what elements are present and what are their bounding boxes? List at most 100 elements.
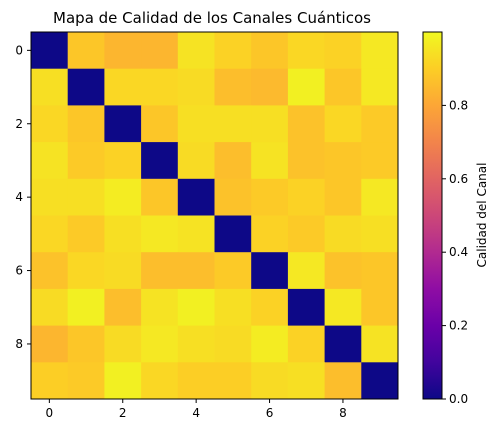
heatmap-cell [177,32,215,70]
heatmap-cell [141,252,179,290]
colorbar-tick-label: 0.2 [449,319,468,333]
heatmap-cell [324,325,362,363]
heatmap-cell [324,252,362,290]
heatmap-cell [324,32,362,70]
x-tick-label: 0 [46,406,54,420]
colorbar [423,32,442,399]
heatmap-cell [287,362,325,400]
heatmap-cell [67,142,105,180]
heatmap-cell [214,215,252,253]
heatmap-cell [67,252,105,290]
y-tick-label: 2 [15,117,23,131]
x-tick-label: 4 [192,406,200,420]
heatmap-cell [31,362,69,400]
heatmap-cell [214,325,252,363]
heatmap-cell [251,105,289,143]
heatmap-cell [361,32,399,70]
heatmap-cell [31,105,69,143]
heatmap-cell [67,32,105,70]
heatmap-cell [251,288,289,326]
heatmap-cell [361,68,399,106]
heatmap-cell [141,68,179,106]
heatmap-cells [31,32,399,400]
heatmap-cell [287,68,325,106]
heatmap-cell [141,178,179,216]
chart-title: Mapa de Calidad de los Canales Cuánticos [53,9,371,27]
heatmap-cell [177,325,215,363]
colorbar-tick-label: 0.6 [449,172,468,186]
heatmap-cell [104,178,142,216]
heatmap-cell [251,32,289,70]
colorbar-ticks: 0.0 0.2 0.4 0.6 0.8 [442,98,468,406]
x-tick-label: 2 [119,406,127,420]
x-tick-label: 6 [266,406,274,420]
heatmap-cell [287,178,325,216]
heatmap-cell [324,105,362,143]
plot-frame [30,31,399,400]
heatmap-cell [251,325,289,363]
heatmap-cell [324,142,362,180]
heatmap-cell [141,325,179,363]
heatmap-cell [67,178,105,216]
heatmap-cell [141,142,179,180]
heatmap-cell [177,178,215,216]
heatmap-cell [177,68,215,106]
heatmap-cell [104,215,142,253]
heatmap-cell [177,362,215,400]
heatmap-cell [177,142,215,180]
heatmap-cell [324,288,362,326]
heatmap-cell [141,215,179,253]
heatmap-cell [251,68,289,106]
heatmap-cell [251,252,289,290]
heatmap-cell [31,288,69,326]
heatmap-cell [214,178,252,216]
heatmap-cell [31,215,69,253]
heatmap-cell [31,325,69,363]
heatmap-cell [214,288,252,326]
x-axis-ticks: 0 2 4 6 8 [46,399,347,420]
heatmap-cell [67,325,105,363]
x-tick-label: 8 [339,406,347,420]
y-tick-label: 6 [15,264,23,278]
heatmap-cell [287,215,325,253]
y-tick-label: 8 [15,337,23,351]
heatmap-cell [177,288,215,326]
heatmap-cell [324,362,362,400]
heatmap-cell [67,215,105,253]
heatmap-cell [287,252,325,290]
heatmap-cell [287,32,325,70]
heatmap-cell [287,288,325,326]
heatmap-cell [31,68,69,106]
heatmap-cell [177,215,215,253]
heatmap-cell [361,105,399,143]
heatmap-cell [141,105,179,143]
heatmap-cell [287,325,325,363]
heatmap-cell [177,105,215,143]
heatmap-cell [251,178,289,216]
heatmap-cell [361,252,399,290]
heatmap-cell [104,252,142,290]
colorbar-label: Calidad del Canal [475,163,489,268]
heatmap-cell [141,288,179,326]
y-axis-ticks: 0 2 4 6 8 [15,43,31,351]
heatmap-cell [31,178,69,216]
heatmap-cell [361,288,399,326]
colorbar-frame [422,31,443,400]
y-tick-label: 4 [15,190,23,204]
heatmap-cell [324,215,362,253]
heatmap-cell [361,142,399,180]
heatmap-cell [31,32,69,70]
heatmap-cell [251,362,289,400]
heatmap-cell [31,142,69,180]
heatmap-cell [104,105,142,143]
heatmap-cell [361,215,399,253]
heatmap-cell [141,362,179,400]
heatmap-cell [67,105,105,143]
heatmap-cell [141,32,179,70]
heatmap-cell [214,68,252,106]
heatmap-cell [104,68,142,106]
heatmap-cell [324,178,362,216]
heatmap-cell [214,105,252,143]
heatmap-cell [104,325,142,363]
